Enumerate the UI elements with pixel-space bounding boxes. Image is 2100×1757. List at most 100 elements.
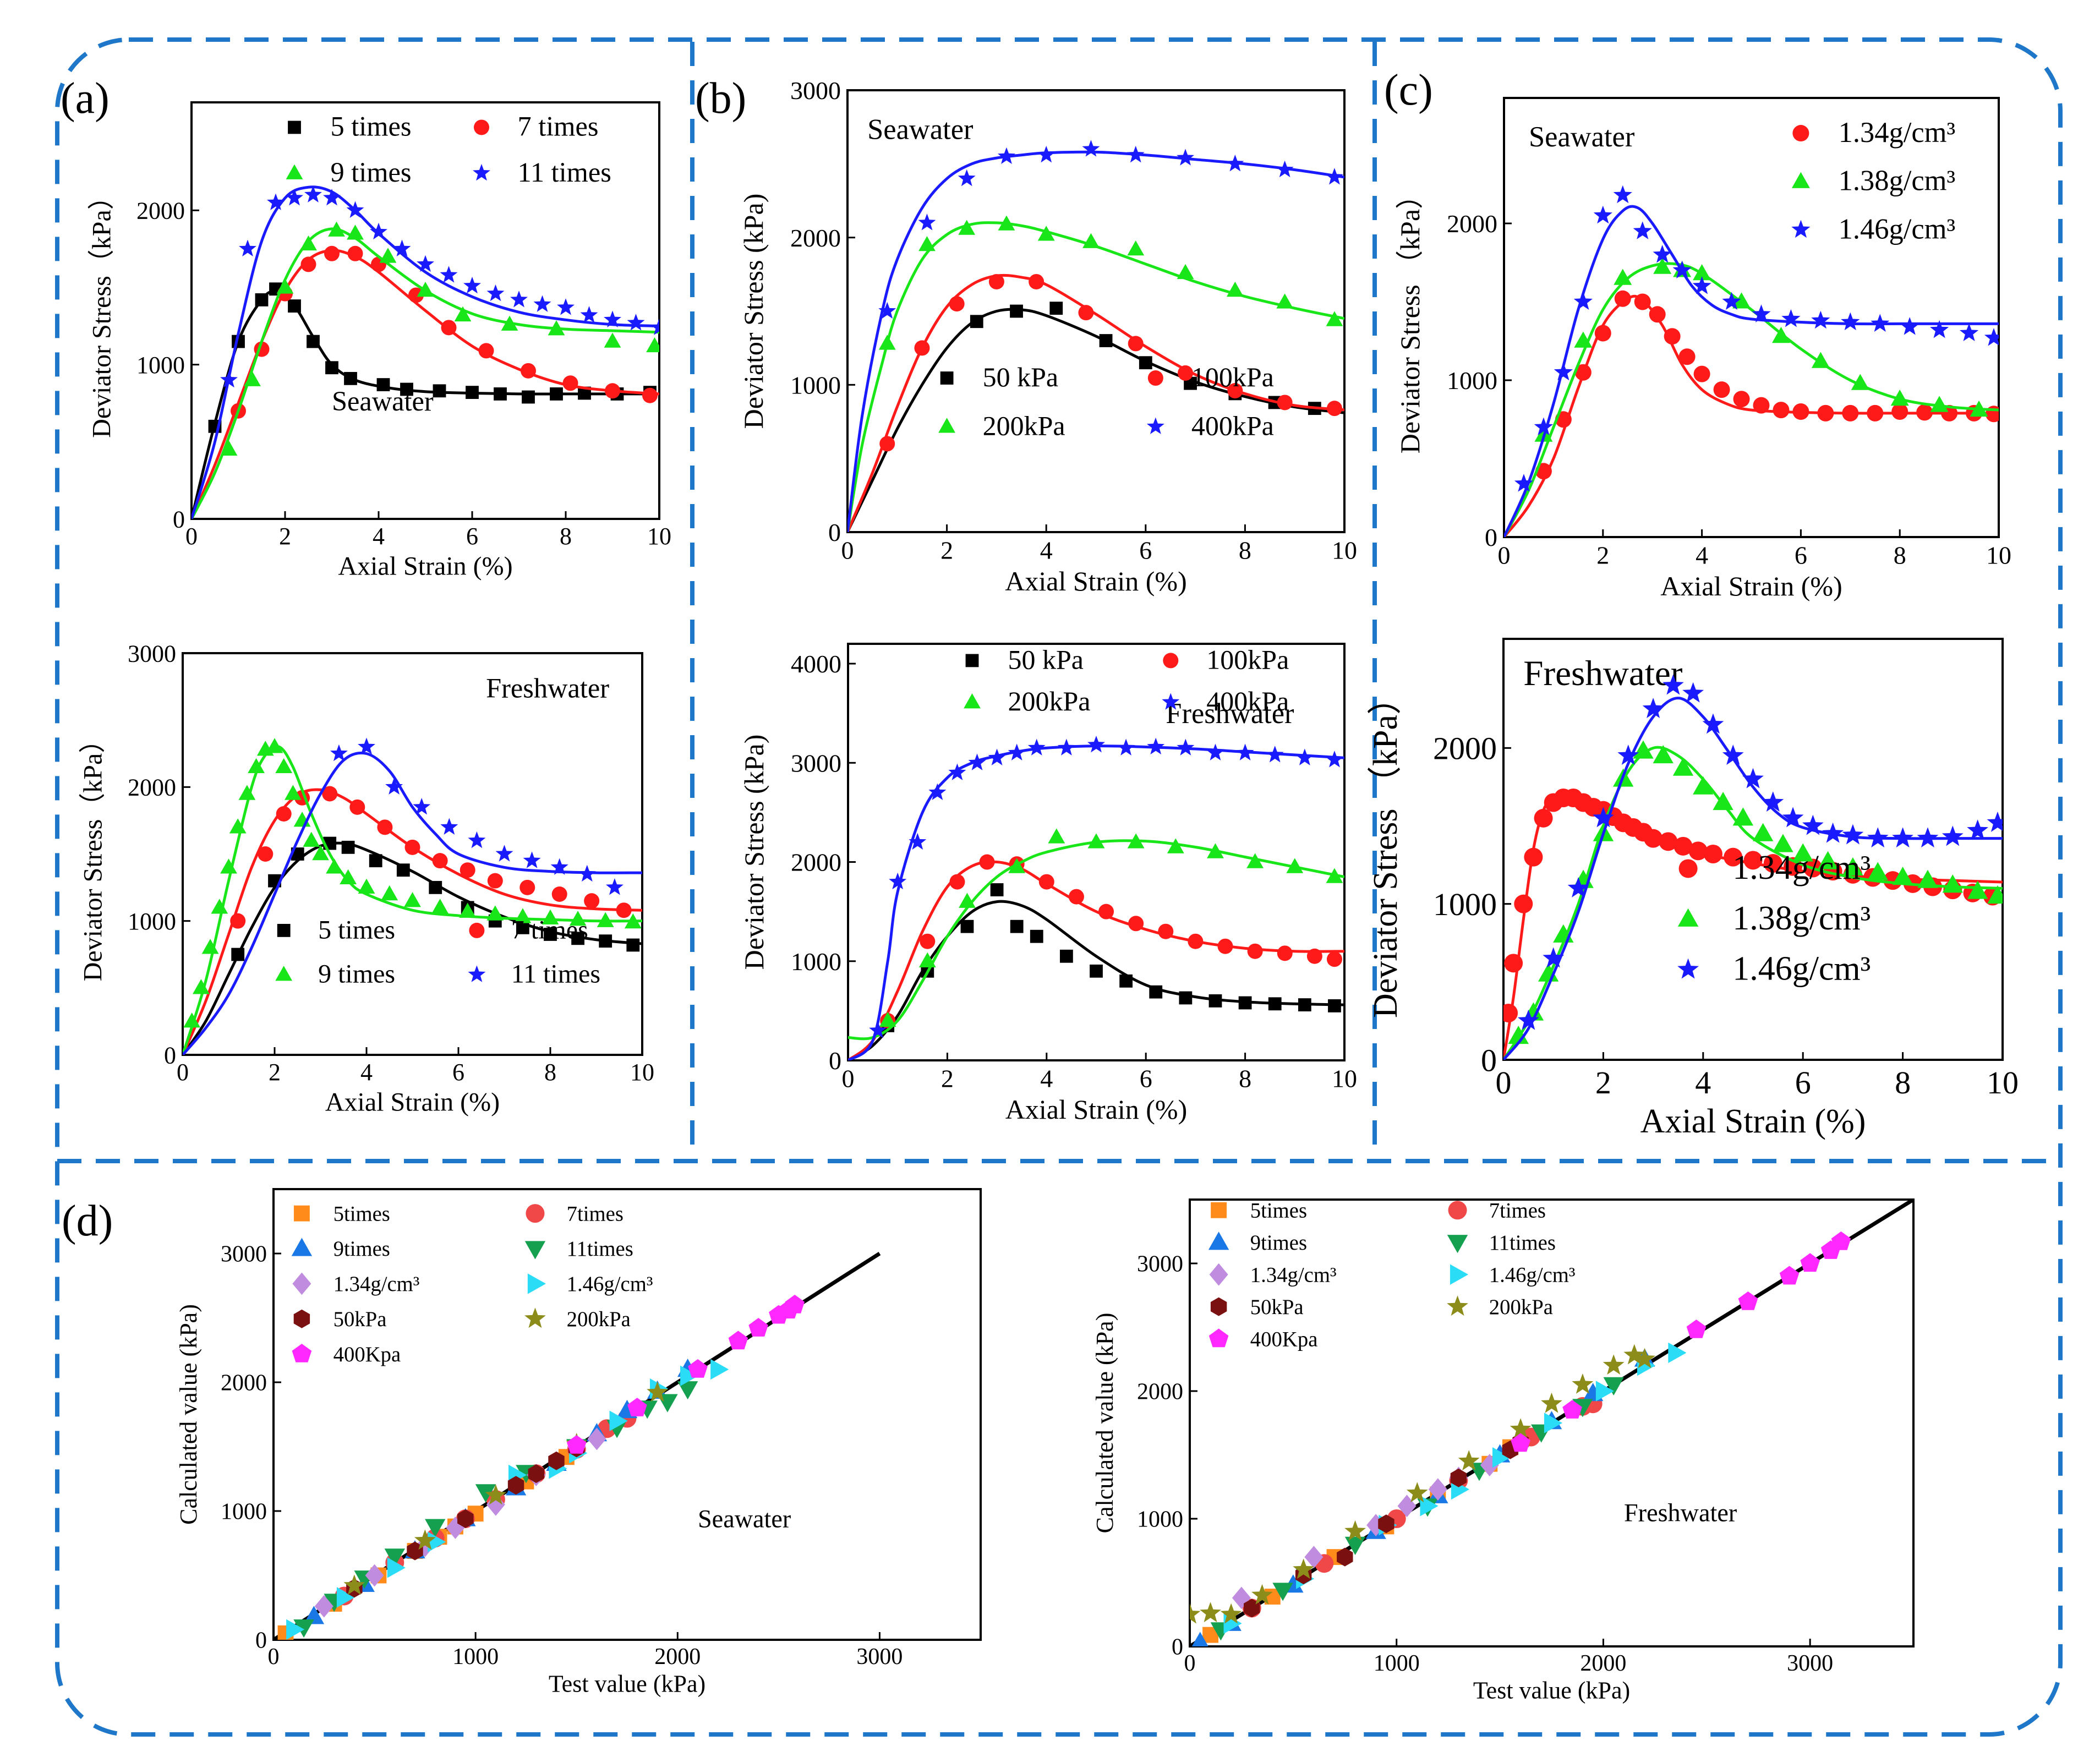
data-point bbox=[1664, 328, 1681, 345]
series-400kpa bbox=[566, 1294, 805, 1454]
data-point bbox=[1984, 328, 1999, 346]
data-point bbox=[1511, 1433, 1530, 1452]
data-point bbox=[642, 387, 658, 403]
data-point bbox=[1378, 1514, 1394, 1534]
data-point bbox=[478, 343, 494, 359]
data-point bbox=[728, 1331, 748, 1350]
data-point bbox=[300, 235, 317, 251]
panel-label-c: (c) bbox=[1384, 66, 1433, 114]
legend-label: 1.34g/cm³ bbox=[1250, 1263, 1337, 1287]
data-point bbox=[1762, 791, 1784, 812]
data-point bbox=[1617, 745, 1639, 765]
data-point bbox=[1277, 945, 1293, 961]
x-tick-label: 0 bbox=[1498, 541, 1511, 569]
data-point bbox=[1337, 1547, 1353, 1567]
data-point bbox=[949, 296, 965, 312]
data-point bbox=[495, 845, 513, 862]
data-point bbox=[1010, 919, 1024, 933]
data-point bbox=[1702, 713, 1724, 734]
series-100kpa bbox=[848, 854, 1344, 1060]
legend-marker bbox=[1208, 1231, 1229, 1250]
x-axis-label: Axial Strain (%) bbox=[1005, 1094, 1187, 1125]
plot-area bbox=[1504, 185, 1999, 537]
legend-label: 200kPa bbox=[1489, 1295, 1553, 1319]
data-point bbox=[1128, 336, 1144, 352]
model-curve bbox=[847, 150, 1344, 532]
chart-b_top: 0 2 4 6 8 10 0 1000 2000 3000 Axial Strain (%) Devi… bbox=[738, 76, 1357, 596]
legend-label: 200kPa bbox=[567, 1307, 631, 1331]
legend-marker bbox=[1208, 1328, 1229, 1348]
data-point bbox=[1779, 1266, 1800, 1285]
y-tick-label: 0 bbox=[1481, 1042, 1497, 1078]
data-point bbox=[1246, 853, 1264, 868]
legend-marker bbox=[1791, 220, 1811, 238]
x-tick-label: 8 bbox=[544, 1059, 556, 1086]
data-point bbox=[1068, 889, 1084, 905]
plot-frame bbox=[1189, 1198, 1915, 1647]
data-point bbox=[341, 840, 355, 854]
x-tick-label: 2 bbox=[279, 523, 291, 550]
condition-annotation: Freshwater bbox=[1166, 698, 1294, 730]
model-curve bbox=[192, 185, 659, 519]
data-point bbox=[1842, 857, 1863, 876]
data-point bbox=[1743, 851, 1763, 870]
data-point bbox=[1668, 1342, 1687, 1364]
data-point bbox=[358, 878, 375, 894]
data-point bbox=[1276, 293, 1294, 309]
data-point bbox=[1900, 317, 1919, 335]
legend-marker bbox=[1447, 1235, 1468, 1254]
data-point bbox=[1752, 823, 1774, 841]
data-point bbox=[785, 1294, 805, 1313]
data-point bbox=[1603, 1377, 1624, 1395]
plot-frame bbox=[272, 1188, 982, 1641]
data-point bbox=[1117, 738, 1135, 756]
data-point bbox=[358, 737, 375, 754]
data-point bbox=[1503, 1004, 1518, 1022]
data-point bbox=[1554, 362, 1573, 381]
data-point bbox=[1686, 1319, 1707, 1338]
data-point bbox=[878, 302, 896, 319]
data-point bbox=[569, 911, 587, 926]
data-point bbox=[562, 375, 578, 391]
data-point bbox=[710, 1359, 729, 1380]
data-point bbox=[968, 753, 986, 770]
data-point bbox=[571, 932, 584, 945]
data-point bbox=[1128, 916, 1144, 932]
data-point bbox=[1177, 738, 1195, 756]
x-tick-label: 6 bbox=[452, 1059, 464, 1086]
data-point bbox=[1773, 834, 1793, 852]
series-11-times bbox=[183, 737, 642, 1055]
data-point bbox=[183, 1012, 201, 1028]
panel-label-b: (b) bbox=[695, 74, 746, 123]
legend-marker bbox=[1678, 859, 1698, 878]
x-tick-label: 6 bbox=[1139, 536, 1152, 564]
data-point bbox=[1817, 404, 1834, 422]
data-point bbox=[1147, 737, 1165, 755]
data-point bbox=[1732, 292, 1751, 309]
data-point bbox=[1517, 1009, 1539, 1030]
data-point bbox=[1149, 985, 1163, 999]
legend-marker bbox=[1448, 1201, 1467, 1220]
data-point bbox=[1822, 822, 1844, 843]
data-point bbox=[385, 778, 403, 795]
x-axis-label: Axial Strain (%) bbox=[1640, 1103, 1866, 1140]
data-point bbox=[1782, 807, 1804, 828]
model-curve bbox=[1504, 262, 1999, 537]
y-tick-label: 2000 bbox=[1137, 1380, 1183, 1405]
data-point bbox=[379, 248, 397, 263]
data-point bbox=[1572, 1399, 1593, 1417]
data-point bbox=[312, 845, 329, 861]
y-tick-label: 1000 bbox=[221, 1499, 267, 1525]
series-1-46g-cm- bbox=[1504, 185, 1999, 537]
y-tick-label: 3000 bbox=[790, 76, 841, 105]
data-point bbox=[1867, 827, 1889, 848]
data-point bbox=[1514, 474, 1534, 492]
data-point bbox=[604, 310, 621, 327]
chart-c_top: 0 2 4 6 8 10 0 1000 2000 Axial Strain (%) Deviator… bbox=[1394, 97, 2011, 601]
data-point bbox=[605, 383, 620, 399]
model-curve bbox=[848, 860, 1344, 1060]
data-point bbox=[1713, 791, 1733, 811]
data-point bbox=[1672, 757, 1694, 776]
x-tick-label: 2 bbox=[940, 536, 953, 564]
data-point bbox=[1099, 334, 1113, 347]
